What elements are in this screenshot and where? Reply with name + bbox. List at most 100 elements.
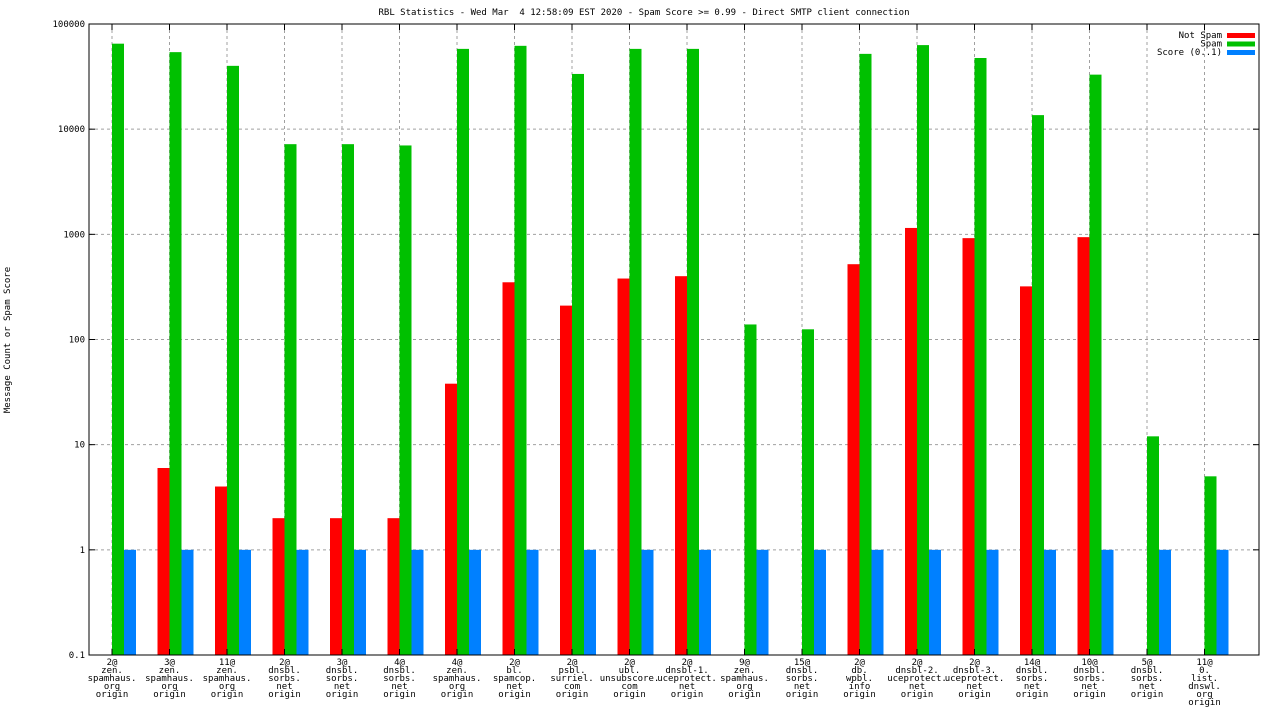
bar-not-spam: [560, 305, 572, 655]
x-tick-label: 3@: [337, 658, 348, 668]
x-tick-label: origin: [153, 690, 186, 700]
y-tick-label: 1: [80, 546, 85, 556]
x-tick-label: db.: [851, 666, 867, 676]
x-tick-label: origin: [211, 690, 244, 700]
x-tick-label: spamhaus.: [433, 674, 482, 684]
x-tick-label: 2@: [567, 658, 578, 668]
x-tick-label: 4@: [394, 658, 405, 668]
x-tick-label: origin: [556, 690, 589, 700]
x-tick-label: net: [1081, 682, 1097, 692]
bar-score-: [1101, 549, 1114, 655]
legend-label: Spam: [1200, 40, 1222, 50]
x-tick-label: sorbs.: [383, 674, 416, 684]
x-tick-label: origin: [613, 690, 646, 700]
x-tick-label: 2@: [107, 658, 118, 668]
bar-not-spam: [330, 518, 342, 655]
x-tick-label: origin: [728, 690, 761, 700]
x-tick-label: net: [966, 682, 982, 692]
y-tick-label: 10: [74, 441, 85, 451]
bar-not-spam: [847, 264, 860, 655]
bar-score-: [181, 549, 194, 655]
x-tick-label: org: [449, 682, 465, 692]
bar-score-: [1159, 549, 1171, 655]
x-tick-label: net: [909, 682, 925, 692]
x-tick-label: dnsbl.: [1131, 666, 1164, 676]
x-tick-label: zen.: [159, 666, 181, 676]
x-tick-label: origin: [901, 690, 934, 700]
x-tick-label: sorbs.: [1016, 674, 1049, 684]
x-tick-label: origin: [383, 690, 416, 700]
y-axis-ticks: 0.1 1 10 100 1000 10000 100000: [52, 20, 1259, 661]
bar-not-spam: [962, 238, 975, 655]
bars: [112, 43, 1229, 656]
bar-score-: [756, 549, 769, 655]
x-tick-label: 5@: [1142, 658, 1153, 668]
x-tick-label: 2@: [969, 658, 980, 668]
x-tick-label: bl.: [506, 666, 522, 676]
x-tick-label: origin: [498, 690, 531, 700]
x-tick-label: spamhaus.: [145, 674, 194, 684]
bar-spam: [974, 58, 987, 656]
x-tick-label: ubl.: [619, 666, 641, 676]
x-tick-label: net: [679, 682, 695, 692]
bar-score-: [641, 549, 654, 655]
x-tick-label: info: [849, 682, 871, 692]
x-tick-label: wpbl.: [846, 674, 873, 684]
x-tick-label: 9@: [739, 658, 750, 668]
x-tick-label: dnsbl.: [383, 666, 416, 676]
x-tick-label: origin: [786, 690, 819, 700]
bar-not-spam: [445, 383, 457, 655]
x-tick-label: zen.: [734, 666, 756, 676]
x-axis-ticks: 2@zen.spamhaus.orgorigin3@zen.spamhaus.o…: [88, 24, 1221, 708]
x-tick-label: dnsbl.: [786, 666, 819, 676]
bar-score-: [929, 549, 941, 655]
bar-score-: [411, 549, 424, 655]
bar-spam: [744, 324, 757, 655]
bar-spam: [572, 73, 584, 655]
grid: [89, 24, 1259, 655]
x-tick-label: sorbs.: [1073, 674, 1106, 684]
chart-title: RBL Statistics - Wed Mar 4 12:58:09 EST …: [378, 8, 909, 18]
bar-not-spam: [502, 282, 515, 655]
bar-score-: [814, 549, 826, 655]
bar-not-spam: [215, 486, 227, 655]
x-tick-label: net: [794, 682, 810, 692]
x-tick-label: psbl.: [558, 666, 585, 676]
x-tick-label: dnsbl.: [1016, 666, 1049, 676]
bar-spam: [859, 53, 872, 655]
x-tick-label: origin: [1016, 690, 1049, 700]
x-tick-label: 2@: [509, 658, 520, 668]
bar-not-spam: [675, 276, 687, 655]
x-tick-label: origin: [1131, 690, 1164, 700]
x-tick-label: org: [219, 682, 235, 692]
x-tick-label: 2@: [682, 658, 693, 668]
bar-not-spam: [617, 278, 630, 655]
bar-score-: [871, 549, 884, 655]
x-tick-label: 2@: [279, 658, 290, 668]
x-tick-label: origin: [326, 690, 359, 700]
bar-score-: [124, 549, 136, 655]
legend-swatch: [1227, 33, 1255, 38]
bar-spam: [1089, 74, 1102, 655]
x-tick-label: 10@: [1081, 658, 1098, 668]
bar-spam: [112, 43, 124, 655]
x-tick-label: dnswl.: [1188, 682, 1221, 692]
bar-spam: [284, 144, 297, 655]
bar-spam: [1204, 476, 1217, 655]
legend-label: Not Spam: [1179, 31, 1222, 41]
x-tick-label: dnsbl.: [1073, 666, 1106, 676]
bar-spam: [687, 48, 699, 655]
x-tick-label: uceprotect.: [657, 674, 717, 684]
bar-spam: [917, 45, 929, 656]
bar-score-: [986, 549, 999, 655]
x-tick-label: org: [1196, 690, 1212, 700]
x-tick-label: list.: [1191, 674, 1218, 684]
x-tick-label: sorbs.: [786, 674, 819, 684]
bar-not-spam: [905, 227, 917, 655]
x-tick-label: origin: [958, 690, 991, 700]
bar-not-spam: [272, 518, 285, 655]
x-tick-label: org: [736, 682, 752, 692]
x-tick-label: 2@: [854, 658, 865, 668]
x-tick-label: surriel.: [550, 674, 593, 684]
x-tick-label: com: [564, 682, 580, 692]
